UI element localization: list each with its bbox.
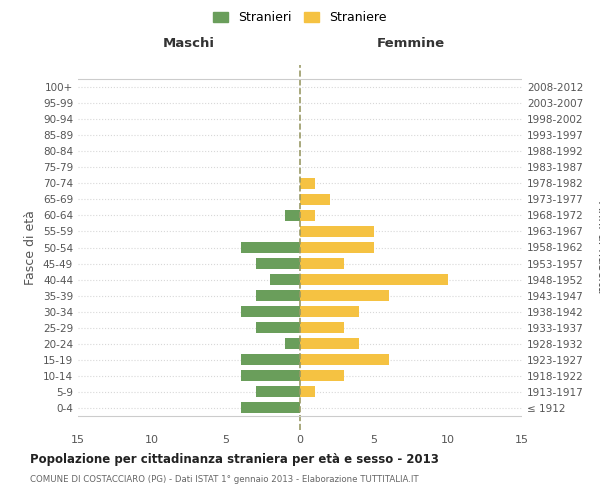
Bar bbox=[285, 210, 300, 221]
Bar bbox=[241, 306, 300, 317]
Legend: Stranieri, Straniere: Stranieri, Straniere bbox=[208, 6, 392, 29]
Text: COMUNE DI COSTACCIARO (PG) - Dati ISTAT 1° gennaio 2013 - Elaborazione TUTTITALI: COMUNE DI COSTACCIARO (PG) - Dati ISTAT … bbox=[30, 475, 419, 484]
Text: Femmine: Femmine bbox=[377, 38, 445, 51]
Bar bbox=[300, 242, 374, 253]
Bar bbox=[300, 386, 315, 398]
Bar bbox=[256, 322, 300, 334]
Bar bbox=[300, 258, 344, 269]
Bar bbox=[300, 354, 389, 366]
Y-axis label: Fasce di età: Fasce di età bbox=[25, 210, 37, 285]
Bar bbox=[300, 338, 359, 349]
Bar bbox=[300, 370, 344, 382]
Bar bbox=[256, 258, 300, 269]
Bar bbox=[300, 290, 389, 301]
Bar bbox=[300, 226, 374, 237]
Bar bbox=[241, 370, 300, 382]
Bar bbox=[285, 338, 300, 349]
Bar bbox=[300, 210, 315, 221]
Bar bbox=[300, 194, 329, 205]
Bar bbox=[256, 386, 300, 398]
Bar bbox=[300, 322, 344, 334]
Bar bbox=[300, 274, 448, 285]
Y-axis label: Anni di nascita: Anni di nascita bbox=[595, 201, 600, 294]
Bar bbox=[256, 290, 300, 301]
Text: Maschi: Maschi bbox=[163, 38, 215, 51]
Bar bbox=[241, 242, 300, 253]
Bar bbox=[300, 306, 359, 317]
Bar bbox=[241, 354, 300, 366]
Bar bbox=[241, 402, 300, 413]
Text: Popolazione per cittadinanza straniera per età e sesso - 2013: Popolazione per cittadinanza straniera p… bbox=[30, 452, 439, 466]
Bar bbox=[271, 274, 300, 285]
Bar bbox=[300, 178, 315, 189]
